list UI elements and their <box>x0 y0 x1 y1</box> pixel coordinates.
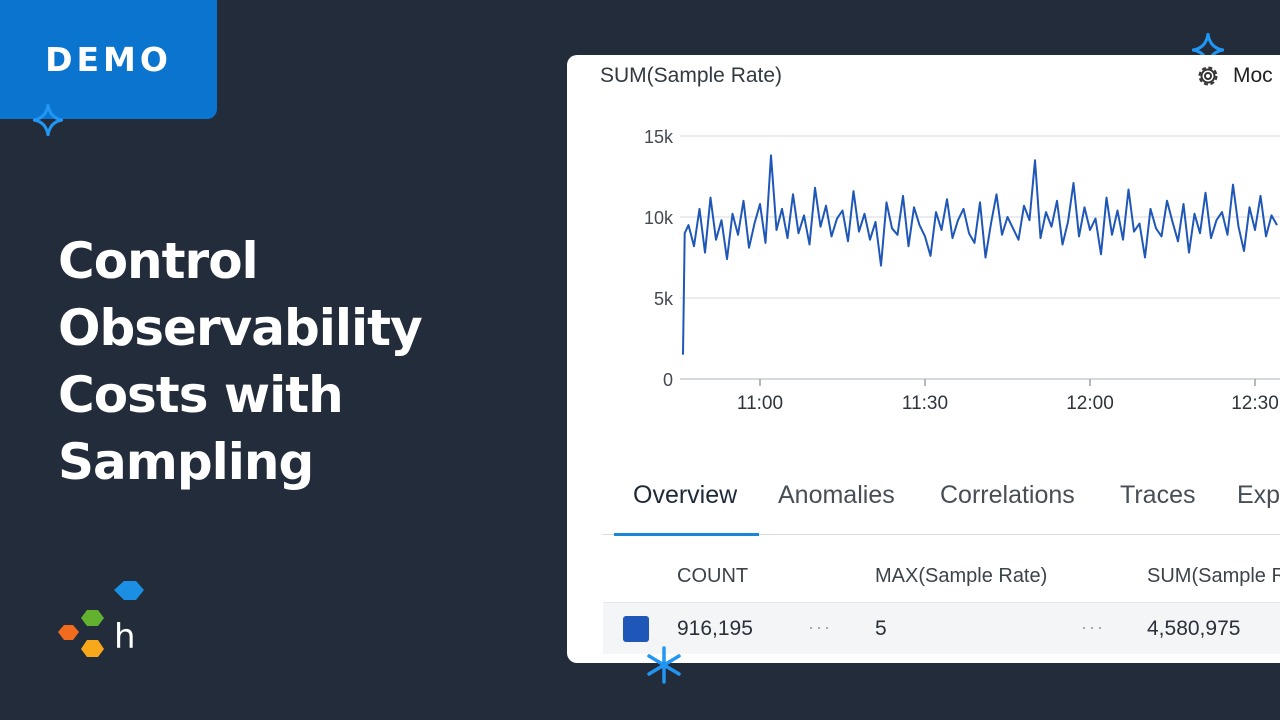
tab-correlations[interactable]: Correlations <box>940 481 1075 509</box>
chart-title: SUM(Sample Rate) <box>600 64 783 87</box>
tab-anomalies[interactable]: Anomalies <box>778 481 895 509</box>
y-tick-label: 0 <box>663 370 673 390</box>
logo-hexagon-blue <box>114 581 144 600</box>
mode-settings-button[interactable]: Moc <box>1195 63 1273 89</box>
column-header-sum[interactable]: SUM(Sample R <box>1147 565 1280 587</box>
sparkle-icon <box>33 104 63 136</box>
cell-max: 5 <box>875 617 887 640</box>
results-tabs: Overview Anomalies Correlations Traces E… <box>602 475 1280 536</box>
headline: Control Observability Costs with Samplin… <box>58 228 498 496</box>
headline-line: Observability <box>58 299 423 357</box>
headline-line: Costs with <box>58 366 344 424</box>
series-color-swatch <box>623 616 649 642</box>
x-tick-label: 11:30 <box>902 393 948 414</box>
demo-badge-label: DEMO <box>45 40 172 79</box>
more-icon[interactable]: ··· <box>1081 617 1105 637</box>
sample-rate-chart[interactable]: 15k 10k 5k 0 11:00 11:30 12:00 12:30 <box>567 55 1280 435</box>
honeycomb-logo: h <box>58 581 144 657</box>
logo-letter: h <box>114 617 136 657</box>
headline-line: Sampling <box>58 433 314 491</box>
headline-line: Control <box>58 232 259 290</box>
y-tick-label: 5k <box>654 289 674 309</box>
series-line[interactable] <box>682 154 1278 355</box>
cell-count: 916,195 <box>677 617 753 640</box>
tab-explore[interactable]: Exp <box>1237 481 1280 509</box>
x-tick-label: 11:00 <box>737 393 783 414</box>
column-header-max[interactable]: MAX(Sample Rate) <box>875 565 1048 587</box>
asterisk-sparkle-icon <box>647 646 681 684</box>
mode-label: Moc <box>1233 64 1273 87</box>
logo-hexagon-orange <box>58 625 79 640</box>
logo-hexagon-green <box>81 610 104 626</box>
more-icon[interactable]: ··· <box>808 617 832 637</box>
query-results-panel: SUM(Sample Rate) Moc 15k 10k 5k 0 11:00 11:30… <box>567 55 1280 663</box>
tab-overview[interactable]: Overview <box>633 481 738 509</box>
active-tab-indicator <box>614 533 759 536</box>
demo-badge: DEMO <box>0 0 217 119</box>
gear-icon <box>1198 66 1218 86</box>
y-tick-label: 10k <box>644 208 674 228</box>
table-row[interactable]: 916,195 ··· 5 ··· 4,580,975 <box>603 602 1280 654</box>
y-tick-label: 15k <box>644 127 674 147</box>
x-tick-label: 12:30 <box>1231 393 1279 414</box>
column-header-count[interactable]: COUNT <box>677 565 749 587</box>
tab-traces[interactable]: Traces <box>1120 481 1196 509</box>
cell-sum: 4,580,975 <box>1147 617 1241 640</box>
x-tick-label: 12:00 <box>1066 393 1114 414</box>
logo-hexagon-yellow <box>81 640 104 657</box>
